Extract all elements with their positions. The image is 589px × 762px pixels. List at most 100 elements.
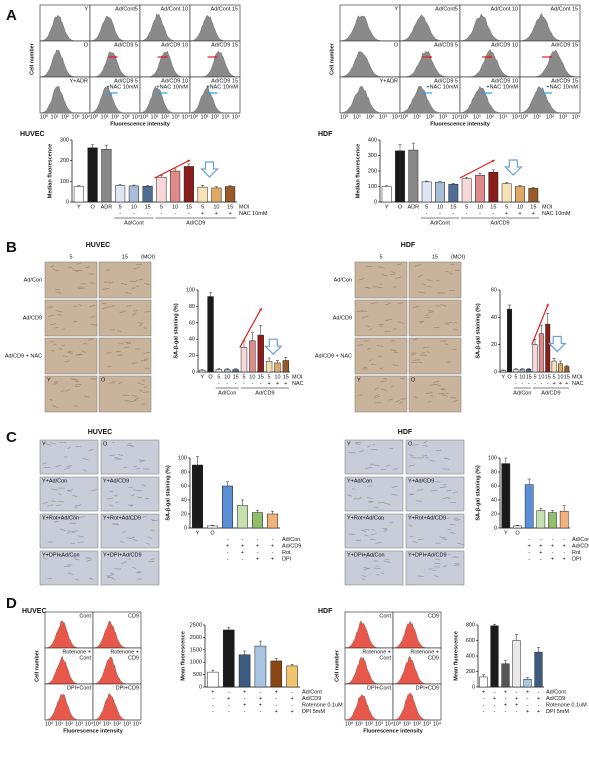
bar [462,179,471,202]
micrograph-label: Y [42,441,46,447]
x-tick-label: 5 [505,204,508,210]
cell-texture [434,567,440,568]
group-label: Ad/CD9 [490,220,509,226]
x-tick-label: 10² [111,114,119,120]
bar [524,679,532,687]
bar [225,187,235,203]
x-tick-label: 10⁰ [190,113,199,120]
x-tick-label: 10² [365,721,373,727]
row-cell: + [563,543,566,549]
y-tick-label: 200 [368,168,377,174]
row-cell: - [540,537,542,543]
x-tick-label: O [507,374,512,380]
y-tick-label: 0 [472,684,475,690]
x-tick-label: 10¹ [55,721,63,727]
micrograph-label: Y+Ad/Con [347,478,372,484]
row-cell: - [259,709,261,715]
y-tick-label: 100 [186,287,195,293]
x-tick-label: 10¹ [151,114,159,120]
x-tick-label: 10¹ [403,721,411,727]
row-cell: + [537,709,540,715]
micrograph [99,300,151,336]
micrograph [409,300,461,336]
row-label: Ad/Con [334,277,352,283]
cell-label: Ad/CD9 10 [161,42,188,48]
bar [565,367,569,372]
bar [184,166,194,202]
cell-texture [355,442,361,443]
x-axis-title: Fluorescence intensity [63,728,124,734]
x-tick-label: 10⁰ [40,113,49,120]
x-tick-label: 5 [119,204,122,210]
row-cell: - [212,696,214,702]
micrograph [99,376,151,412]
bar [252,513,263,528]
x-tick-label: O [398,204,403,210]
x-tick-label: 10 [249,374,255,380]
row-cell: + [493,696,496,702]
micrograph [99,338,151,374]
cell-label: DPI+CD9 [116,685,139,691]
x-tick-label: 10⁰ [520,113,529,120]
cell-texture [76,264,81,265]
row-cell: - [528,550,530,556]
x-tick-label: 10³ [75,721,83,727]
bar [535,652,543,687]
row-cell: - [275,702,277,708]
row-cell: + [552,381,555,387]
cell-label: Ad/Cont 10 [490,6,518,12]
x-tick-label: 10³ [72,114,80,120]
bar [255,646,266,687]
x-tick-label: 5 [553,374,556,380]
x-extra-label: MOI [572,374,583,380]
x-tick-label: O [208,374,213,380]
x-tick-label: 10⁰ [460,113,469,120]
row-cell: - [552,537,554,543]
row-cell: + [528,543,531,549]
section-title: HDF [318,131,333,138]
cell-texture [50,400,53,401]
bar [382,187,391,203]
cell-texture [417,490,423,491]
row-cell: - [244,709,246,715]
x-tick-label: 15 [545,374,551,380]
cell-texture [106,353,111,354]
y-tick-label: 200 [466,669,475,675]
cell-texture [429,385,434,386]
row-cell: - [227,550,229,556]
row-label: DPI 5mM [546,709,569,715]
x-tick-label: 10² [211,114,219,120]
x-tick-label: 10² [65,721,73,727]
cell-texture [144,359,149,360]
x-tick-label: 15 [564,374,570,380]
row-cell: - [466,211,468,217]
micrograph-label: Y+Rot+Ad/CD9 [103,515,141,521]
y-tick-label: 80 [491,469,497,475]
x-axis-title: Fluorescence intensity [110,121,171,127]
cell-label: Cont [79,613,91,619]
row-cell: - [227,556,229,562]
row-cell: - [505,709,507,715]
bar [526,369,530,372]
group-label: Ad/Cont [124,220,144,226]
y-tick-label: 80 [181,469,187,475]
row-cell: - [516,709,518,715]
y-tick-label: 20 [491,511,497,517]
y-tick-label: 40 [491,497,497,503]
row-cell: + [267,381,270,387]
micrograph-label: Y+Rot+Ad/Con [347,515,384,521]
x-tick-label: 5 [514,374,517,380]
section-title: HDF [398,429,413,436]
row-cell: - [439,211,441,217]
x-tick-label: 10¹ [101,114,109,120]
section-title: HUVEC [86,242,111,249]
x-tick-label: Y [196,530,200,536]
bar [239,655,250,687]
bar [475,175,484,202]
bar [102,149,112,202]
bar [501,371,505,372]
cell-label: Ad/Cont 15 [550,6,578,12]
row-cell: - [479,211,481,217]
x-tick-label: 15 [145,204,151,210]
